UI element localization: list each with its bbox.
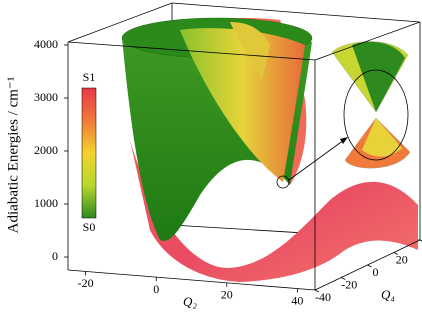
z-tick xyxy=(367,264,372,268)
z-axis-label: Q₄ xyxy=(381,287,395,302)
x-tick-label: 0 xyxy=(153,282,159,296)
ci-marker xyxy=(276,175,290,189)
x-tick-label: 40 xyxy=(291,293,303,307)
z-tick-label: -20 xyxy=(341,277,357,291)
s0-inner xyxy=(180,28,305,182)
s1-surface xyxy=(130,140,418,282)
colorbar-bottom: S0 xyxy=(83,220,96,234)
colorbar-top: S1 xyxy=(83,70,96,84)
s0-band xyxy=(230,22,270,80)
y-tick-label: 4000 xyxy=(34,37,58,51)
y-tick-label: 2000 xyxy=(34,143,58,157)
z-tick xyxy=(314,289,320,293)
y-tick-label: 0 xyxy=(52,249,58,263)
z-tick-label: 20 xyxy=(396,252,408,266)
inset-cone xyxy=(331,41,411,169)
x-tick-label: -20 xyxy=(78,276,94,290)
y-tick-label: 1000 xyxy=(34,196,58,210)
y-tick-label: 3000 xyxy=(34,90,58,104)
z-tick-label: -40 xyxy=(315,290,331,304)
z-tick-label: 0 xyxy=(373,265,379,279)
zoom-arrowhead xyxy=(340,137,348,144)
y-axis-label: Adiabatic Energies / cm⁻¹ xyxy=(5,77,21,234)
z-tick xyxy=(419,239,422,242)
colorbar xyxy=(81,87,97,219)
x-axis-label: Q₂ xyxy=(183,294,197,309)
z-tick xyxy=(341,277,346,280)
x-tick-label: 20 xyxy=(221,288,233,302)
z-tick xyxy=(393,252,398,255)
zoom-arrow xyxy=(288,139,345,181)
